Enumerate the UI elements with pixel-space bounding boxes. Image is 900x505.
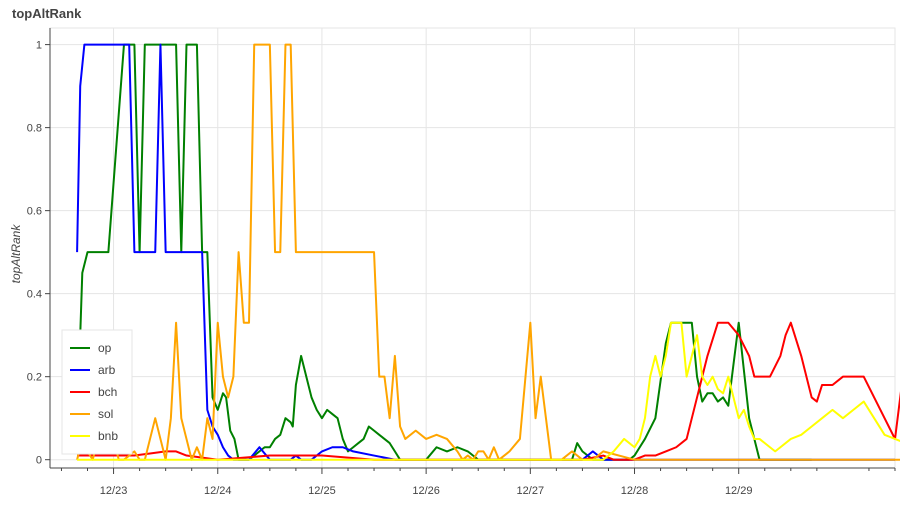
legend-label-bch: bch xyxy=(98,385,117,399)
y-tick-label: 0.8 xyxy=(27,123,42,135)
series-line-bch xyxy=(77,321,900,461)
legend-label-arb: arb xyxy=(98,363,116,377)
y-tick-label: 0.4 xyxy=(27,289,42,301)
y-tick-label: 0.2 xyxy=(27,372,42,384)
plot-frame xyxy=(49,27,896,469)
legend-label-op: op xyxy=(98,341,112,355)
series-line-bnb xyxy=(77,321,900,461)
legend-label-bnb: bnb xyxy=(98,429,118,443)
y-tick-label: 0 xyxy=(36,455,42,467)
y-axis-label: topAltRank xyxy=(9,224,23,284)
x-tick-label: 12/28 xyxy=(621,485,649,497)
series-line-op xyxy=(79,43,812,461)
x-tick-label: 12/26 xyxy=(412,485,440,497)
x-tick-label: 12/23 xyxy=(100,485,128,497)
y-tick-label: 1 xyxy=(36,40,42,52)
y-tick-label: 0.6 xyxy=(27,206,42,218)
legend-label-sol: sol xyxy=(98,407,113,421)
x-tick-label: 12/25 xyxy=(308,485,336,497)
x-tick-label: 12/29 xyxy=(725,485,753,497)
chart-title: topAltRank xyxy=(12,6,82,21)
x-tick-label: 12/27 xyxy=(517,485,545,497)
x-tick-label: 12/24 xyxy=(204,485,232,497)
series-line-sol xyxy=(76,43,900,461)
